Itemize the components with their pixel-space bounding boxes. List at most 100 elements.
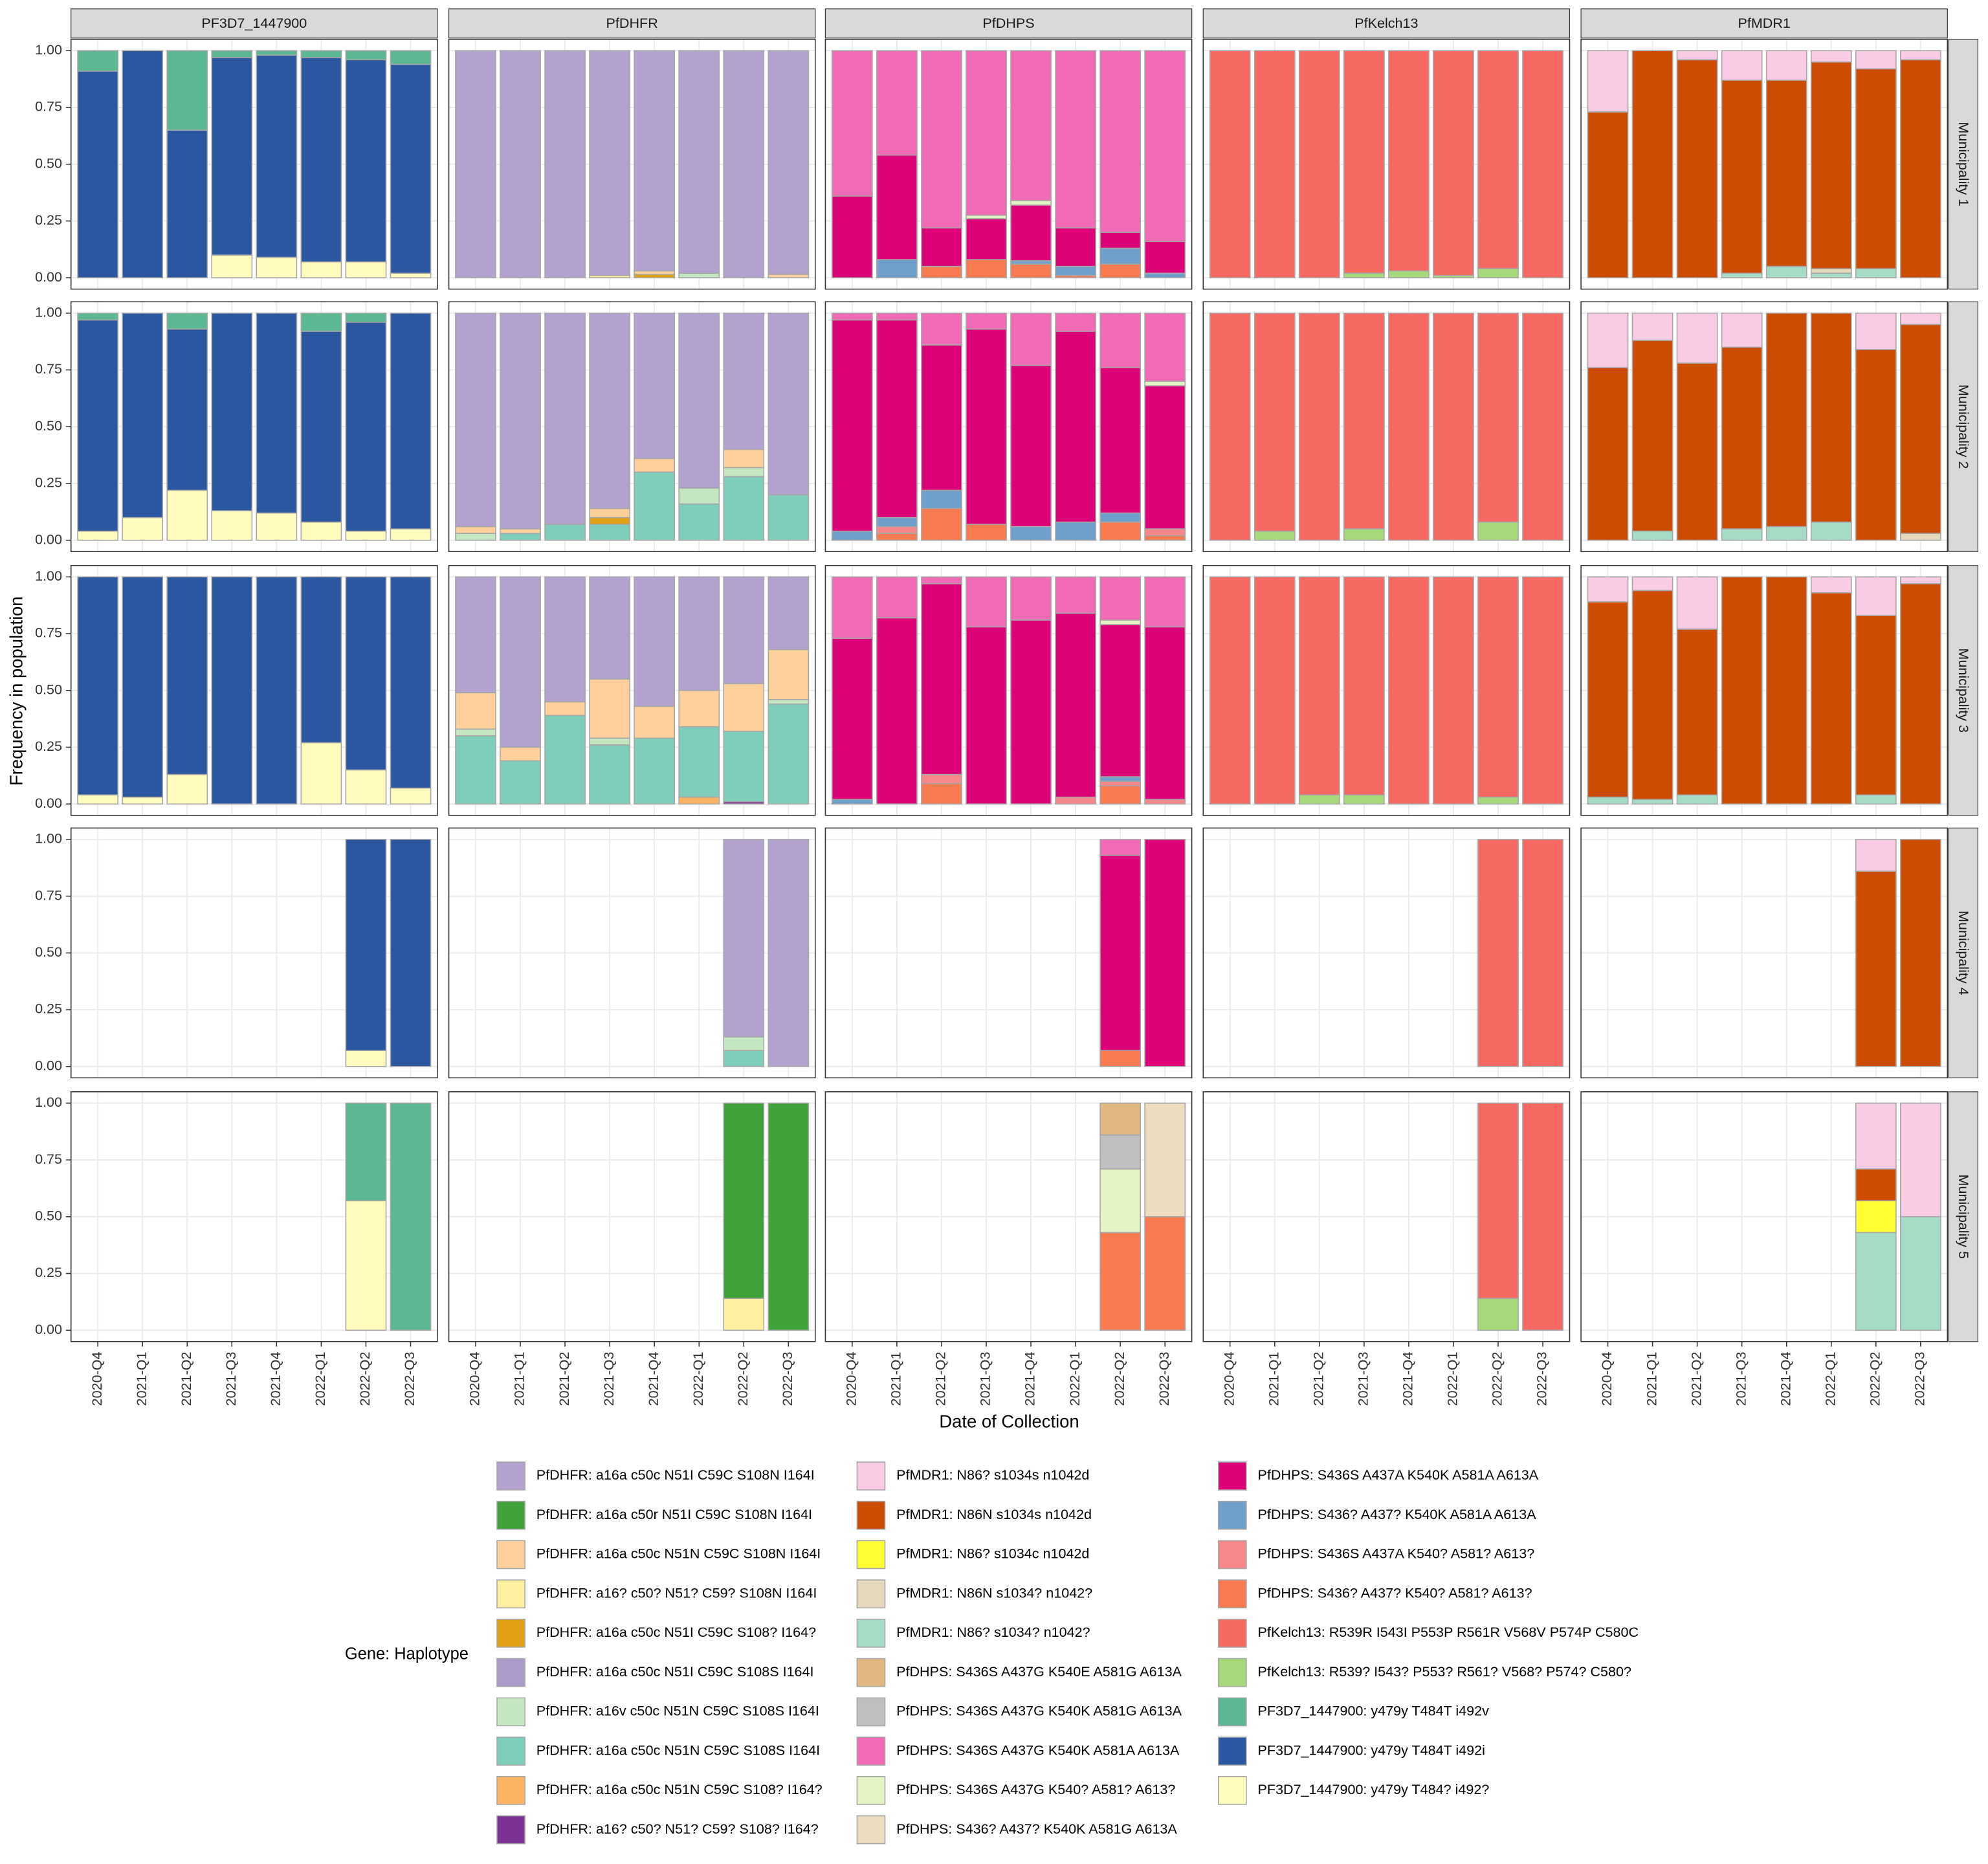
bar-segment <box>1477 576 1519 798</box>
bar-segment <box>166 313 208 330</box>
bar-segment <box>634 737 676 804</box>
bar-segment <box>1810 268 1852 274</box>
bar-segment <box>678 576 720 691</box>
bar-segment <box>589 516 630 525</box>
bar-segment <box>345 530 387 541</box>
bar-segment <box>876 617 918 804</box>
bar-segment <box>876 516 918 527</box>
bar-segment <box>1099 854 1142 1051</box>
bar-segment <box>723 50 765 278</box>
panel-border <box>824 1091 1193 1342</box>
x-tick-label: 2022-Q1 <box>690 1351 706 1406</box>
bar-segment <box>832 530 873 541</box>
panel-border <box>824 827 1193 1079</box>
y-tick-label: 0.50 <box>35 155 62 171</box>
bar-segment <box>1144 839 1186 1067</box>
legend-label: PfDHFR: a16a c50r N51I C59C S108N I164I <box>536 1506 812 1522</box>
bar-segment <box>1676 59 1718 278</box>
bar-segment <box>500 50 541 278</box>
bar-segment <box>1099 776 1142 782</box>
bar-segment <box>1900 839 1941 1067</box>
bar-segment <box>345 1050 387 1067</box>
bar-segment <box>1810 576 1852 594</box>
bar-segment <box>1144 1102 1186 1217</box>
bar-segment <box>832 799 873 804</box>
bar-segment <box>1721 50 1763 81</box>
bar-segment <box>1055 227 1096 267</box>
bar-segment <box>455 728 496 737</box>
legend-label: PfDHPS: S436? A437? K540K A581A A613A <box>1258 1506 1537 1522</box>
bar-segment <box>300 57 342 263</box>
legend-key <box>856 1697 886 1727</box>
bar-segment <box>723 1298 765 1331</box>
bar-segment <box>77 71 118 278</box>
bar-segment <box>723 731 765 803</box>
bar-segment <box>1099 512 1142 523</box>
bar-segment <box>1587 796 1629 804</box>
bar-segment <box>1721 272 1763 278</box>
bar-segment <box>768 704 810 804</box>
legend-label: PfDHPS: S436S A437G K540K A581A A613A <box>896 1742 1180 1758</box>
bar-segment <box>1099 1102 1142 1136</box>
x-tick-label: 2022-Q2 <box>1111 1351 1127 1406</box>
bar-segment <box>1099 50 1142 233</box>
y-tick-label: 0.50 <box>35 1208 62 1224</box>
bar-segment <box>1055 313 1096 332</box>
bar-segment <box>1099 313 1142 368</box>
legend-label: PfMDR1: N86? s1034s n1042d <box>896 1467 1089 1483</box>
bar-segment <box>1810 50 1852 63</box>
x-tick-label: 2022-Q3 <box>1156 1351 1172 1406</box>
bar-segment <box>768 699 810 705</box>
bar-segment <box>1209 50 1251 278</box>
x-tick-label: 2022-Q1 <box>1822 1351 1838 1406</box>
bar-segment <box>455 576 496 694</box>
y-tick-label: 0.00 <box>35 531 62 547</box>
x-tick-label: 2022-Q2 <box>734 1351 751 1406</box>
bar-segment <box>1631 576 1673 592</box>
x-tick-label: 2020-Q4 <box>89 1351 105 1406</box>
bar-segment <box>1900 583 1941 804</box>
bar-segment <box>723 467 765 478</box>
bar-segment <box>500 528 541 534</box>
bar-segment <box>921 265 962 278</box>
legend-key <box>496 1658 525 1687</box>
bar-segment <box>455 313 496 527</box>
legend-key <box>1217 1697 1247 1727</box>
bar-segment <box>678 272 720 278</box>
strip-label: PfDHPS <box>982 15 1034 31</box>
legend-key <box>1217 1658 1247 1687</box>
bar-segment <box>1900 313 1941 326</box>
bar-segment <box>1676 576 1718 630</box>
bar-segment <box>1522 576 1563 804</box>
y-tick-label: 0.25 <box>35 212 62 228</box>
legend-key <box>496 1500 525 1530</box>
legend-label: PF3D7_1447900: y479y T484T i492i <box>1258 1742 1485 1758</box>
bar-segment <box>211 50 253 58</box>
bar-segment <box>966 214 1007 219</box>
bar-segment <box>1676 362 1718 541</box>
bar-segment <box>1298 794 1340 804</box>
legend-key <box>1217 1736 1247 1766</box>
legend-key <box>1217 1461 1247 1491</box>
bar-segment <box>455 735 496 804</box>
panel-border <box>448 301 816 553</box>
bar-segment <box>1055 265 1096 276</box>
bar-segment <box>921 344 962 491</box>
bar-segment <box>832 638 873 800</box>
bar-segment <box>256 256 298 278</box>
bar-segment <box>345 1102 387 1202</box>
bar-segment <box>1099 367 1142 514</box>
bar-segment <box>1522 1102 1563 1331</box>
x-tick-label: 2021-Q4 <box>645 1351 661 1406</box>
legend-label: PF3D7_1447900: y479y T484T i492v <box>1258 1703 1490 1719</box>
strip <box>1580 8 1948 39</box>
bar-segment <box>1477 521 1519 541</box>
bar-segment <box>1433 313 1474 541</box>
bar-segment <box>1765 576 1807 804</box>
bar-segment <box>500 576 541 748</box>
panel-border <box>448 1091 816 1342</box>
bar-segment <box>1010 313 1052 366</box>
bar-segment <box>678 487 720 505</box>
bar-segment <box>1765 526 1807 541</box>
